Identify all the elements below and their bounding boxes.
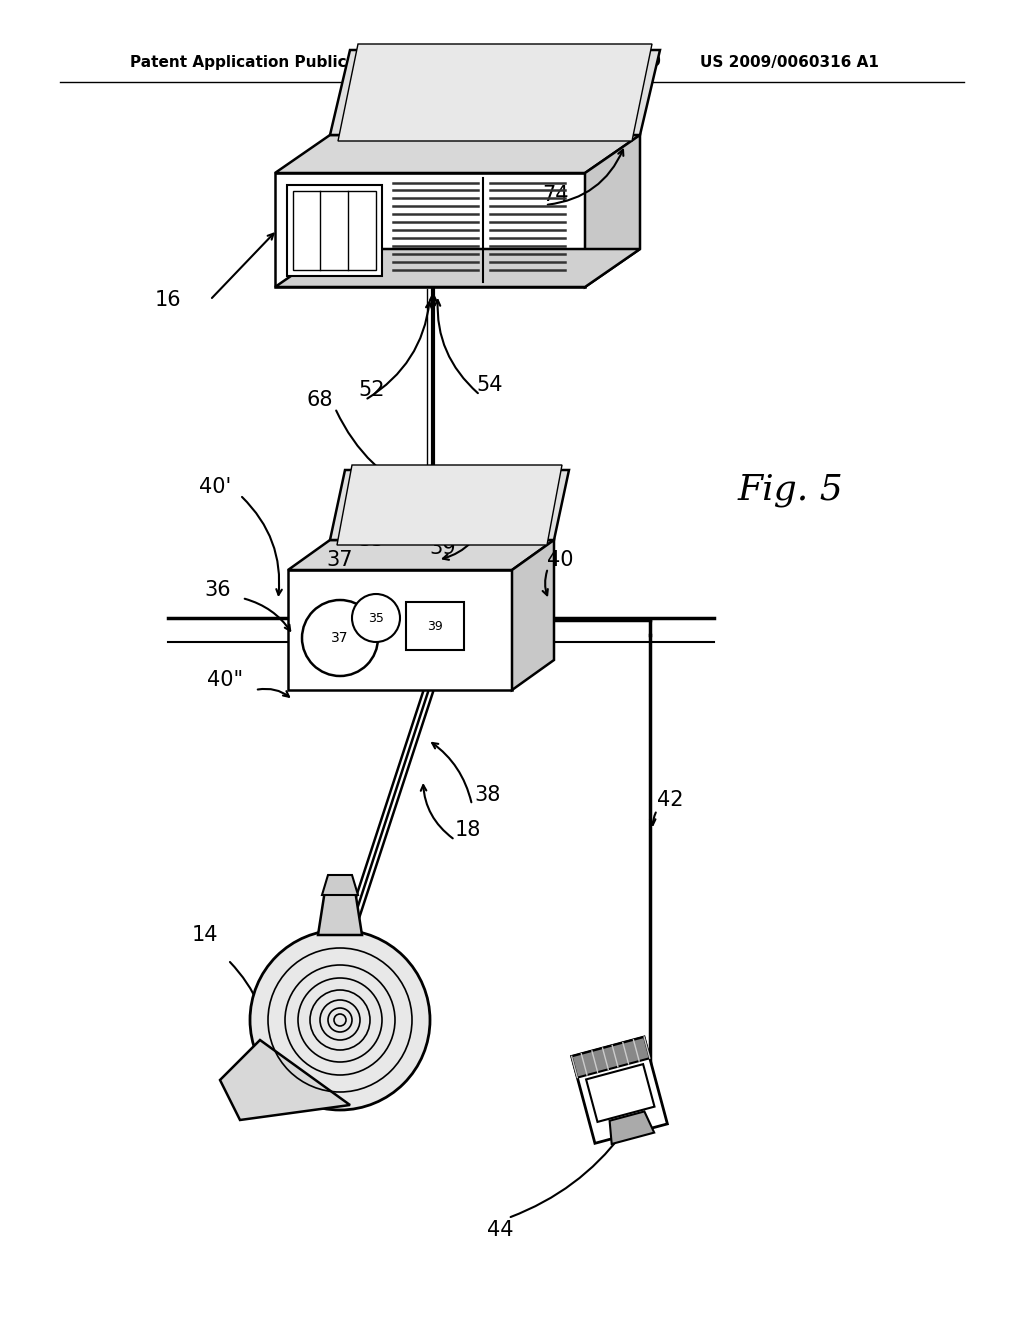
Polygon shape xyxy=(322,875,358,895)
Text: Mar. 5, 2009  Sheet 5 of 10: Mar. 5, 2009 Sheet 5 of 10 xyxy=(430,54,660,70)
Polygon shape xyxy=(571,1038,668,1143)
Text: 35: 35 xyxy=(368,611,384,624)
Text: 39: 39 xyxy=(427,619,442,632)
Text: 42: 42 xyxy=(656,789,683,810)
Text: 37: 37 xyxy=(327,550,353,570)
Text: 39: 39 xyxy=(430,539,457,558)
Text: 40': 40' xyxy=(199,477,231,498)
Polygon shape xyxy=(585,135,640,286)
Circle shape xyxy=(352,594,400,642)
Circle shape xyxy=(250,931,430,1110)
Polygon shape xyxy=(586,1064,654,1122)
Polygon shape xyxy=(406,602,464,649)
Text: Fig. 5: Fig. 5 xyxy=(737,473,843,507)
Text: 35: 35 xyxy=(358,531,385,550)
Text: 16: 16 xyxy=(155,290,181,310)
Polygon shape xyxy=(293,191,376,271)
Text: 38: 38 xyxy=(475,785,501,805)
Polygon shape xyxy=(330,50,660,135)
Text: 37: 37 xyxy=(331,631,349,645)
Polygon shape xyxy=(288,570,512,690)
Polygon shape xyxy=(512,540,554,690)
Polygon shape xyxy=(275,135,640,173)
Polygon shape xyxy=(220,1040,350,1119)
Text: 40": 40" xyxy=(207,671,243,690)
Polygon shape xyxy=(571,1038,650,1077)
Polygon shape xyxy=(275,249,640,286)
Polygon shape xyxy=(275,173,585,286)
Text: 44: 44 xyxy=(486,1220,513,1239)
Text: 68: 68 xyxy=(307,389,333,411)
Text: 14: 14 xyxy=(191,925,218,945)
Text: 40: 40 xyxy=(547,550,573,570)
Text: 52: 52 xyxy=(358,380,385,400)
Text: US 2009/0060316 A1: US 2009/0060316 A1 xyxy=(700,54,879,70)
Text: 54: 54 xyxy=(477,375,503,395)
Polygon shape xyxy=(330,470,569,540)
Text: 74: 74 xyxy=(542,185,568,205)
Polygon shape xyxy=(318,890,362,935)
Polygon shape xyxy=(288,540,554,570)
Polygon shape xyxy=(287,185,382,276)
Text: Patent Application Publication: Patent Application Publication xyxy=(130,54,391,70)
Polygon shape xyxy=(609,1111,654,1144)
Text: 36: 36 xyxy=(205,579,231,601)
Circle shape xyxy=(302,601,378,676)
Text: 18: 18 xyxy=(486,490,513,510)
Polygon shape xyxy=(337,465,562,545)
Polygon shape xyxy=(338,44,652,141)
Text: 18: 18 xyxy=(455,820,481,840)
